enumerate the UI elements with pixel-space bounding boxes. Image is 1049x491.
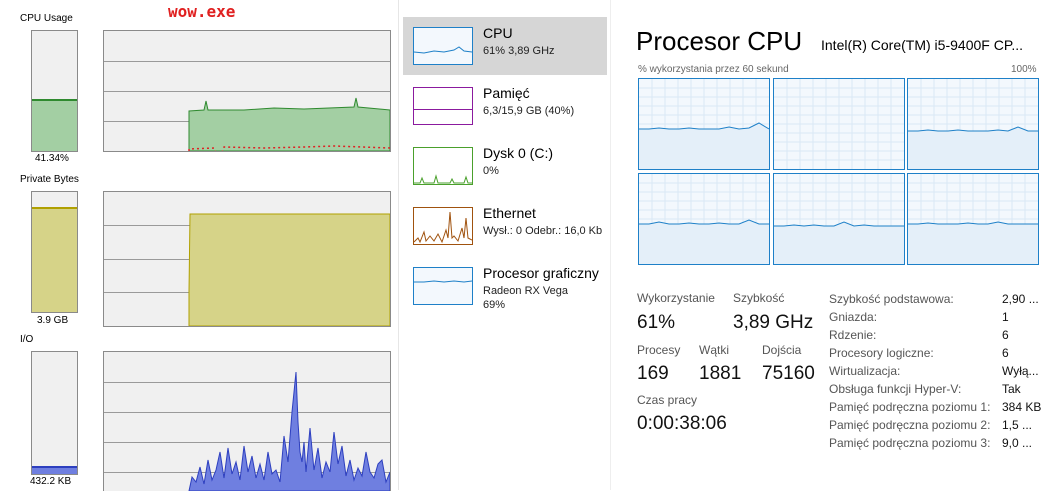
spec-key: Pamięć podręczna poziomu 3: xyxy=(829,436,991,450)
graph-caption: % wykorzystania przez 60 sekund xyxy=(638,64,789,75)
panel-divider xyxy=(398,0,399,490)
nav-item-cpu-title: CPU xyxy=(483,25,513,41)
spec-value: 6 xyxy=(1002,328,1009,342)
spec-value: 1 xyxy=(1002,310,1009,324)
disk-thumbnail-graph xyxy=(413,147,473,185)
spec-value: 6 xyxy=(1002,346,1009,360)
handles-label: Dojścia xyxy=(762,343,802,357)
nav-item-ethernet-sub: Wysł.: 0 Odebr.: 16,0 Kb xyxy=(483,225,603,237)
spec-key: Obsługa funkcji Hyper-V: xyxy=(829,382,962,396)
nav-item-memory-sub: 6,3/15,9 GB (40%) xyxy=(483,105,575,117)
cpu-usage-title: CPU Usage xyxy=(20,13,73,24)
logical-processor-graph xyxy=(907,173,1039,265)
logical-processor-graph xyxy=(907,78,1039,170)
logical-processor-graph xyxy=(773,78,905,170)
usage-label: Wykorzystanie xyxy=(637,291,715,305)
nav-item-gpu-usage: 69% xyxy=(483,299,506,311)
threads-label: Wątki xyxy=(699,343,729,357)
io-graph xyxy=(103,351,391,491)
private-bytes-graph-plot xyxy=(188,213,390,326)
spec-value: Tak xyxy=(1002,382,1021,396)
nav-item-ethernet-title: Ethernet xyxy=(483,205,536,221)
handles-value: 75160 xyxy=(762,363,815,384)
memory-thumbnail-graph xyxy=(413,87,473,125)
nav-item-disk[interactable]: Dysk 0 (C:) 0% xyxy=(403,137,607,195)
io-meter xyxy=(31,351,78,475)
nav-item-cpu[interactable]: CPU 61% 3,89 GHz xyxy=(403,17,607,75)
speed-label: Szybkość xyxy=(733,291,785,305)
io-graph-plot xyxy=(188,371,390,491)
cpu-usage-graph-plot xyxy=(188,97,390,151)
spec-value: 1,5 ... xyxy=(1002,418,1033,432)
logical-processor-graph xyxy=(638,173,770,265)
nav-item-disk-title: Dysk 0 (C:) xyxy=(483,145,553,161)
cpu-model: Intel(R) Core(TM) i5-9400F CP... xyxy=(821,37,1024,53)
nav-item-gpu[interactable]: Procesor graficzny Radeon RX Vega 69% xyxy=(403,257,607,315)
spec-value: Wyłą... xyxy=(1002,364,1039,378)
processes-label: Procesy xyxy=(637,343,681,357)
cpu-usage-graph xyxy=(103,30,391,152)
detail-divider xyxy=(610,0,611,490)
page-title: Procesor CPU xyxy=(636,26,803,56)
threads-value: 1881 xyxy=(699,363,742,384)
cpu-usage-meter-fill xyxy=(32,99,77,151)
private-bytes-title: Private Bytes xyxy=(20,174,79,185)
nav-item-memory[interactable]: Pamięć 6,3/15,9 GB (40%) xyxy=(403,77,607,135)
speed-value: 3,89 GHz xyxy=(733,312,814,333)
logical-processor-graph xyxy=(638,78,770,170)
io-meter-fill xyxy=(32,466,77,474)
processes-value: 169 xyxy=(637,363,669,384)
nav-item-memory-title: Pamięć xyxy=(483,85,530,101)
graph-max-label: 100% xyxy=(1011,64,1037,75)
spec-key: Procesory logiczne: xyxy=(829,346,934,360)
logical-processor-graph xyxy=(773,173,905,265)
cpu-thumbnail-graph xyxy=(413,27,473,65)
spec-key: Rdzenie: xyxy=(829,328,877,342)
nav-item-gpu-sub: Radeon RX Vega xyxy=(483,285,569,297)
spec-value: 9,0 ... xyxy=(1002,436,1033,450)
ethernet-thumbnail-graph xyxy=(413,207,473,245)
io-title: I/O xyxy=(20,334,34,345)
spec-key: Pamięć podręczna poziomu 1: xyxy=(829,400,991,414)
private-bytes-graph xyxy=(103,191,391,327)
io-value: 432.2 KB xyxy=(30,476,72,487)
private-bytes-meter-fill xyxy=(32,207,77,312)
spec-key: Gniazda: xyxy=(829,310,878,324)
uptime-value: 0:00:38:06 xyxy=(637,413,727,434)
nav-item-gpu-title: Procesor graficzny xyxy=(483,265,599,281)
cpu-usage-meter xyxy=(31,30,78,152)
private-bytes-value: 3.9 GB xyxy=(37,315,69,326)
spec-key: Szybkość podstawowa: xyxy=(829,292,954,306)
spec-value: 2,90 ... xyxy=(1002,292,1039,306)
private-bytes-meter xyxy=(31,191,78,313)
nav-item-disk-sub: 0% xyxy=(483,165,499,177)
usage-value: 61% xyxy=(637,312,676,333)
spec-key: Pamięć podręczna poziomu 2: xyxy=(829,418,991,432)
gpu-thumbnail-graph xyxy=(413,267,473,305)
cpu-usage-value: 41.34% xyxy=(35,153,69,164)
uptime-label: Czas pracy xyxy=(637,393,698,407)
process-name-label: wow.exe xyxy=(168,2,236,21)
nav-item-cpu-sub: 61% 3,89 GHz xyxy=(483,45,555,57)
spec-value: 384 KB xyxy=(1002,400,1042,414)
spec-key: Wirtualizacja: xyxy=(829,364,901,378)
nav-item-ethernet[interactable]: Ethernet Wysł.: 0 Odebr.: 16,0 Kb xyxy=(403,197,607,255)
